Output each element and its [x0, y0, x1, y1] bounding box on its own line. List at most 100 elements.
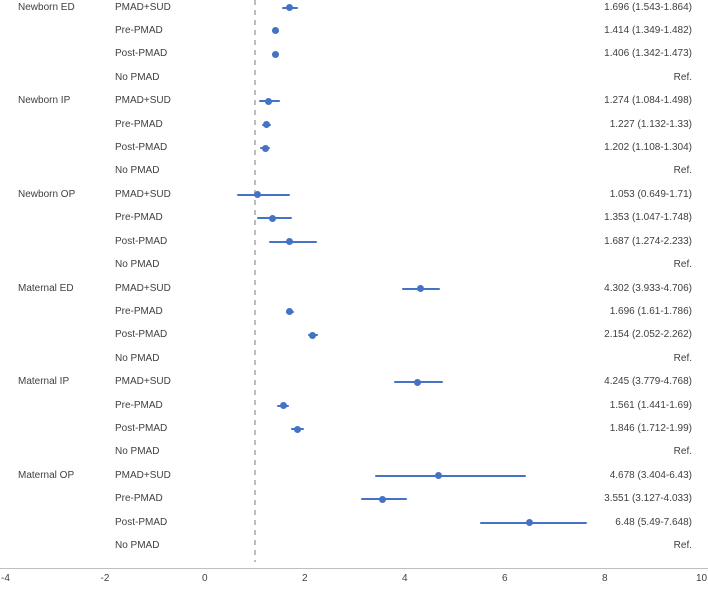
category-label: PMAD+SUD [115, 376, 171, 388]
point-estimate-marker [271, 50, 279, 58]
category-label: No PMAD [115, 540, 160, 552]
confidence-interval-line [375, 474, 527, 477]
confidence-interval-line [237, 193, 291, 196]
forest-row: Pre-PMAD 1.227 (1.132-1.33) [0, 113, 708, 136]
point-estimate-marker [413, 378, 421, 386]
x-tick-label: 10 [696, 573, 708, 584]
confidence-interval-line [479, 521, 588, 524]
point-estimate-marker [269, 214, 277, 222]
category-label: Post-PMAD [115, 235, 168, 247]
forest-row: Newborn ED PMAD+SUD 1.696 (1.543-1.864) [0, 0, 708, 19]
forest-row: Pre-PMAD 1.561 (1.441-1.69) [0, 394, 708, 417]
category-label: No PMAD [115, 259, 160, 271]
forest-row: No PMAD Ref. [0, 253, 708, 276]
forest-row: No PMAD Ref. [0, 347, 708, 370]
forest-row: Post-PMAD 1.406 (1.342-1.473) [0, 43, 708, 66]
estimate-value-label: Ref. [673, 540, 692, 552]
forest-rows: Newborn ED PMAD+SUD 1.696 (1.543-1.864) Pre… [0, 0, 708, 552]
forest-row: Post-PMAD 2.154 (2.052-2.262) [0, 324, 708, 347]
x-tick-label: -2 [100, 573, 110, 584]
group-label: Maternal OP [18, 469, 75, 481]
group-label: Newborn ED [18, 1, 75, 13]
forest-row: Newborn IP PMAD+SUD 1.274 (1.084-1.498) [0, 89, 708, 112]
category-label: PMAD+SUD [115, 188, 171, 200]
estimate-value-label: Ref. [673, 352, 692, 364]
forest-row: Newborn OP PMAD+SUD 1.053 (0.649-1.71) [0, 183, 708, 206]
category-label: Pre-PMAD [115, 399, 163, 411]
forest-row: Maternal IP PMAD+SUD 4.245 (3.779-4.768) [0, 371, 708, 394]
estimate-value-label: 1.414 (1.349-1.482) [604, 24, 692, 36]
estimate-value-label: 1.561 (1.441-1.69) [609, 399, 692, 411]
forest-row: Pre-PMAD 1.414 (1.349-1.482) [0, 19, 708, 42]
point-estimate-marker [261, 144, 269, 152]
group-label: Newborn IP [18, 95, 71, 107]
category-label: PMAD+SUD [115, 95, 171, 107]
category-label: Pre-PMAD [115, 305, 163, 317]
point-estimate-marker [416, 285, 424, 293]
point-estimate-marker [265, 97, 273, 105]
category-label: No PMAD [115, 446, 160, 458]
category-label: No PMAD [115, 165, 160, 177]
category-label: Post-PMAD [115, 48, 168, 60]
estimate-value-label: 1.202 (1.108-1.304) [604, 142, 692, 153]
estimate-value-label: Ref. [673, 259, 692, 271]
category-label: Pre-PMAD [115, 118, 163, 130]
category-label: Pre-PMAD [115, 24, 163, 36]
group-label: Maternal IP [18, 376, 70, 388]
x-tick-label: 0 [202, 573, 208, 584]
estimate-value-label: Ref. [673, 165, 692, 177]
forest-row: Post-PMAD 6.48 (5.49-7.648) [0, 511, 708, 534]
point-estimate-marker [254, 191, 262, 199]
estimate-value-label: 4.302 (3.933-4.706) [604, 282, 692, 294]
category-label: Pre-PMAD [115, 493, 163, 505]
point-estimate-marker [525, 519, 533, 527]
estimate-value-label: 1.696 (1.543-1.864) [604, 1, 692, 13]
point-estimate-marker [286, 4, 294, 11]
estimate-value-label: 6.48 (5.49-7.648) [615, 516, 692, 528]
x-tick-label: 4 [402, 573, 408, 584]
estimate-value-label: Ref. [673, 446, 692, 458]
category-label: Post-PMAD [115, 142, 168, 153]
group-label: Maternal ED [18, 282, 74, 294]
category-label: PMAD+SUD [115, 469, 171, 481]
point-estimate-marker [272, 27, 280, 35]
point-estimate-marker [286, 308, 294, 316]
forest-row: Pre-PMAD 1.353 (1.047-1.748) [0, 207, 708, 230]
category-label: Post-PMAD [115, 329, 168, 341]
category-label: Post-PMAD [115, 516, 168, 528]
forest-row: Maternal ED PMAD+SUD 4.302 (3.933-4.706) [0, 277, 708, 300]
forest-row: Post-PMAD 1.687 (1.274-2.233) [0, 230, 708, 253]
forest-row: Pre-PMAD 3.551 (3.127-4.033) [0, 488, 708, 511]
point-estimate-marker [293, 425, 301, 433]
forest-row: Pre-PMAD 1.696 (1.61-1.786) [0, 300, 708, 323]
estimate-value-label: 1.846 (1.712-1.99) [609, 423, 692, 435]
estimate-value-label: 1.406 (1.342-1.473) [604, 48, 692, 60]
forest-row: Maternal OP PMAD+SUD 4.678 (3.404-6.43) [0, 464, 708, 487]
point-estimate-marker [435, 472, 443, 480]
category-label: Pre-PMAD [115, 212, 163, 224]
estimate-value-label: 1.274 (1.084-1.498) [604, 95, 692, 107]
point-estimate-marker [279, 402, 287, 410]
point-estimate-marker [379, 495, 387, 503]
category-label: PMAD+SUD [115, 282, 171, 294]
category-label: No PMAD [115, 352, 160, 364]
reference-line [254, 0, 256, 562]
x-tick-label: -4 [1, 573, 10, 584]
estimate-value-label: 1.353 (1.047-1.748) [604, 212, 692, 224]
group-label: Newborn OP [18, 188, 76, 200]
forest-row: No PMAD Ref. [0, 66, 708, 89]
estimate-value-label: 1.227 (1.132-1.33) [609, 118, 692, 130]
point-estimate-marker [309, 331, 317, 339]
estimate-value-label: Ref. [673, 71, 692, 83]
forest-row: No PMAD Ref. [0, 160, 708, 183]
category-label: PMAD+SUD [115, 1, 171, 13]
x-tick-label: 2 [302, 573, 308, 584]
forest-row: Post-PMAD 1.846 (1.712-1.99) [0, 417, 708, 440]
x-axis-tick-labels: -4 -2 0 2 4 6 8 10 [0, 573, 708, 589]
estimate-value-label: 4.245 (3.779-4.768) [604, 376, 692, 388]
estimate-value-label: 4.678 (3.404-6.43) [609, 469, 692, 481]
estimate-value-label: 1.053 (0.649-1.71) [609, 188, 692, 200]
x-tick-label: 8 [602, 573, 608, 584]
forest-row: Post-PMAD 1.202 (1.108-1.304) [0, 136, 708, 159]
